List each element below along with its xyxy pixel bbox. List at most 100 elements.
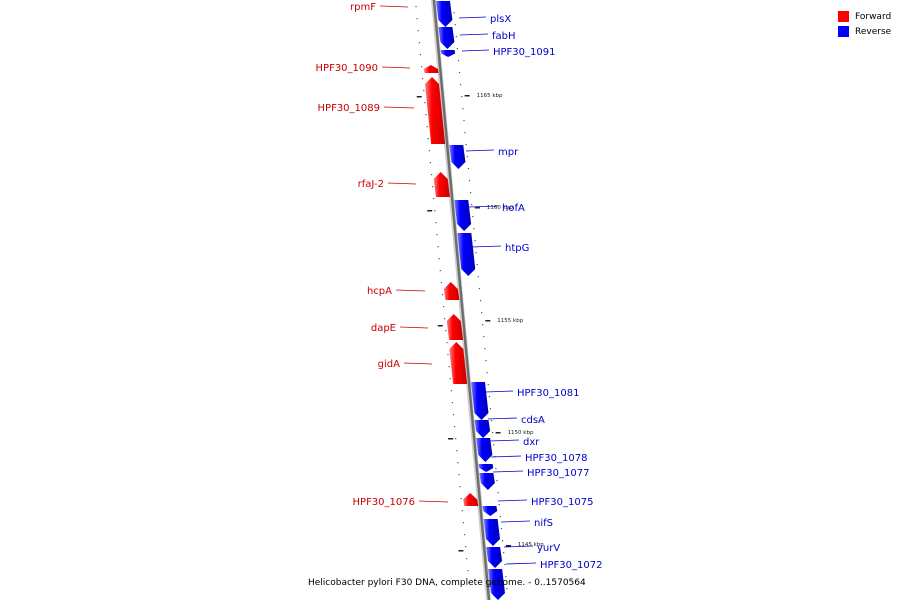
minor-tick (475, 252, 477, 254)
minor-tick (451, 402, 454, 404)
minor-tick (490, 420, 493, 422)
minor-tick (437, 246, 439, 248)
gene-arrow-rfaj-2 (433, 172, 451, 197)
legend-forward-label: Forward (855, 11, 892, 22)
major-tick (416, 96, 422, 98)
minor-tick (446, 342, 448, 344)
forward-swatch (838, 11, 849, 22)
gene-pointer-hpf30_1091 (461, 49, 490, 52)
gene-label-hpf30_1075: HPF30_1075 (531, 497, 593, 508)
minor-tick (501, 540, 504, 542)
gene-label-hpf30_1081: HPF30_1081 (517, 388, 579, 399)
gene-arrow-hofa (454, 200, 472, 231)
major-tick (464, 95, 470, 97)
major-tick (458, 550, 464, 552)
gene-label-hpf30_1091: HPF30_1091 (493, 47, 555, 58)
minor-tick (454, 24, 456, 26)
minor-tick (461, 96, 463, 98)
minor-tick (468, 582, 470, 584)
gene-arrow-fabh (438, 27, 455, 49)
gene-pointer-hpf30_1081 (485, 390, 514, 393)
minor-tick (492, 432, 494, 434)
major-tick (437, 325, 443, 327)
minor-tick (448, 366, 450, 368)
gene-arrow-hpf30_1089 (424, 77, 446, 144)
minor-tick (493, 444, 495, 446)
minor-tick (422, 78, 424, 80)
minor-tick (479, 300, 482, 302)
minor-tick (476, 264, 478, 266)
minor-tick (431, 186, 434, 188)
gene-label-dape: dapE (371, 323, 396, 334)
minor-tick (429, 162, 431, 164)
minor-tick (505, 576, 507, 578)
gene-label-hpf30_1089: HPF30_1089 (318, 103, 380, 114)
gene-label-rfaj-2: rfaJ-2 (358, 179, 384, 190)
minor-tick (460, 498, 462, 500)
gene-pointer-dxr (489, 439, 520, 442)
minor-tick (415, 6, 417, 8)
minor-tick (486, 372, 488, 374)
scale-label: 1145 kbp (518, 542, 544, 548)
minor-tick (435, 222, 437, 224)
gene-pointer-hcpa (395, 289, 426, 292)
major-tick (448, 438, 454, 440)
minor-tick (464, 132, 466, 134)
gene-arrow-hpf30_1076 (463, 493, 479, 506)
gene-pointer-yurv (503, 545, 534, 548)
minor-tick (433, 198, 435, 200)
minor-tick (426, 126, 428, 128)
gene-label-nifs: nifS (534, 518, 553, 529)
minor-tick (443, 306, 445, 308)
gene-pointer-mpr (465, 149, 495, 152)
gene-arrow-cdsa (474, 420, 491, 438)
minor-tick (418, 42, 420, 44)
gene-label-hpf30_1090: HPF30_1090 (316, 63, 378, 74)
minor-tick (427, 138, 429, 140)
minor-tick (469, 192, 472, 194)
minor-tick (458, 72, 461, 74)
reverse-swatch (838, 26, 849, 37)
minor-tick (441, 294, 444, 296)
minor-tick (419, 54, 422, 56)
scale-label: 1150 kbp (508, 430, 534, 436)
minor-tick (500, 528, 503, 530)
minor-tick (452, 414, 455, 416)
minor-tick (478, 288, 481, 290)
scale-label: 1160 kbp (487, 205, 513, 211)
major-tick (474, 207, 480, 209)
minor-tick (417, 30, 419, 32)
gene-arrow-hpf30_1072 (488, 569, 505, 600)
gene-pointer-fabh (459, 33, 489, 36)
gene-label-hpf30_1078: HPF30_1078 (525, 453, 587, 464)
minor-tick (504, 564, 506, 566)
minor-tick (503, 552, 505, 554)
gene-pointer-htpg (471, 245, 502, 248)
gene-arrow-hcpa (443, 282, 460, 300)
minor-tick (495, 468, 497, 470)
minor-tick (487, 384, 489, 386)
minor-tick (454, 426, 456, 428)
legend: Forward Reverse (838, 9, 891, 39)
minor-tick (449, 378, 451, 380)
minor-tick (438, 258, 440, 260)
minor-tick (498, 504, 500, 506)
minor-tick (444, 318, 446, 320)
minor-tick (465, 546, 467, 548)
minor-tick (456, 450, 458, 452)
minor-tick (455, 438, 457, 440)
minor-tick (489, 408, 492, 410)
scale-label: 1155 kbp (497, 318, 523, 324)
minor-tick (462, 108, 464, 110)
minor-tick (497, 492, 499, 494)
minor-tick (471, 204, 473, 206)
gene-pointer-hpf30_1089 (383, 106, 415, 109)
minor-tick (482, 324, 484, 326)
minor-tick (465, 144, 467, 146)
minor-tick (462, 522, 465, 524)
minor-tick (466, 558, 468, 560)
minor-tick (481, 312, 483, 314)
minor-tick (456, 48, 458, 50)
